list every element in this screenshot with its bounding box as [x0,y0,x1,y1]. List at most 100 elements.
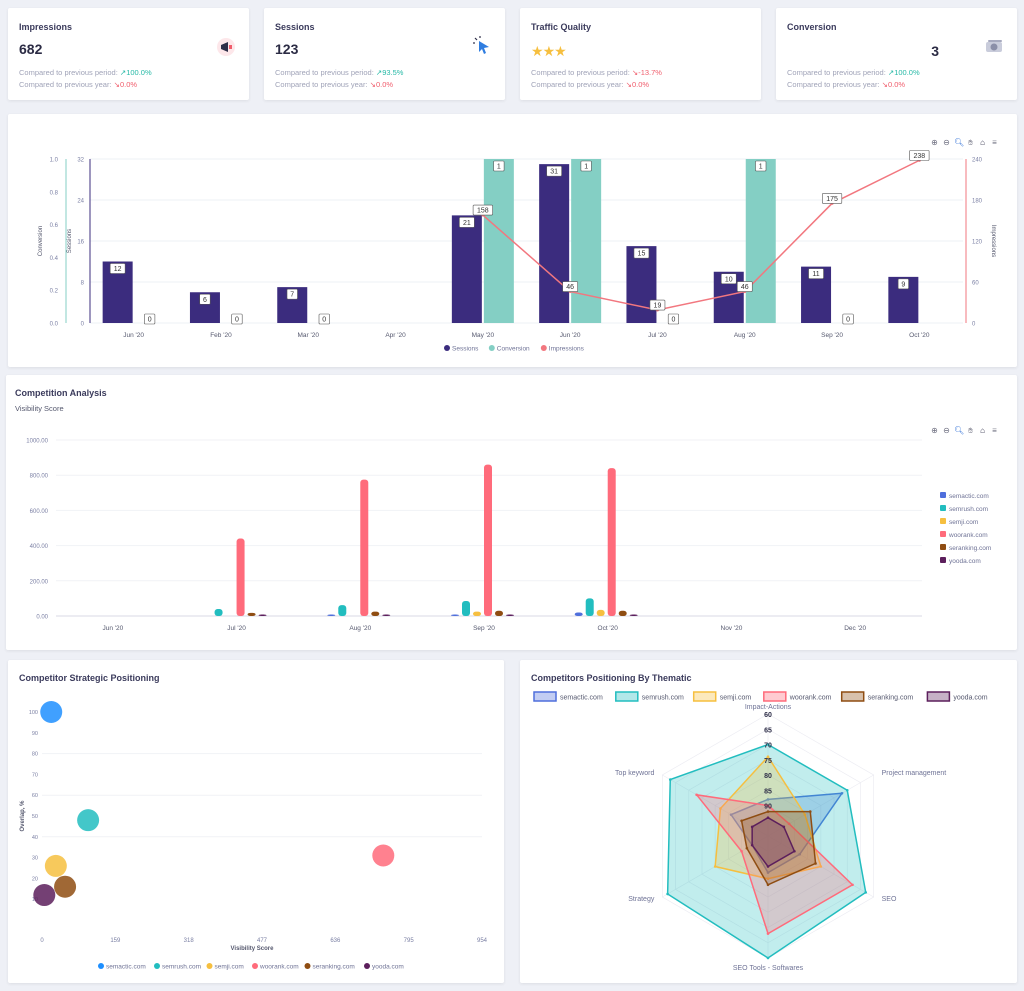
visibility-bar [360,479,369,616]
x-tick-label: 795 [404,938,415,944]
data-label: 0 [318,313,330,325]
kpi-prev-year: Compared to previous year: ↘0.0% [531,80,650,89]
sessions-tick-label: 16 [77,240,84,246]
data-label-box [842,313,854,325]
y-tick-label: 20 [32,876,38,882]
data-label: 0 [842,313,854,325]
visibility-bar [247,612,256,616]
radar-tick-label: 65 [764,727,772,734]
kpi-prev-period: Compared to previous period: ↗100.0% [19,68,152,77]
legend-marker [940,492,946,498]
radar-axis-label: Impact-Actions [745,704,792,711]
radar-point [782,825,786,829]
chart-legend: semactic.com semrush.com semji.com woorank.… [98,963,404,971]
zoom-in-icon[interactable]: ⊕ [931,138,938,147]
x-tick-label: Oct '20 [909,332,930,339]
competitor-bubble [33,884,56,907]
zoom-in-icon[interactable]: ⊕ [931,426,938,435]
kpi-value: 3 [931,43,939,59]
data-label-box [472,204,493,216]
home-icon[interactable]: ⌂ [980,426,985,435]
y-tick-label: 70 [32,772,38,778]
x-tick-label: Aug '20 [349,625,371,632]
radar-point [803,813,807,816]
legend-label: semactic.com [106,964,146,971]
conversion-axis-label: Conversion [38,226,44,256]
conversion-tick-label: 0.4 [50,256,59,262]
data-label: 0 [144,313,156,325]
radar-point [840,792,844,795]
impressions-axis-label: Impressions [990,225,996,257]
competition-bar-chart: 0.00 200.00 400.00 600.00 800.00 1000.00 Jun '… [26,439,991,633]
visibility-bar [495,610,503,616]
legend-label: semrush.com [642,695,684,702]
radar-point [819,865,823,868]
radar-tick-label: 75 [764,758,772,765]
y-tick-label: 400.00 [30,544,49,550]
data-label-box [546,165,562,177]
kpi-prev-period: Compared to previous period: ↗100.0% [787,68,920,77]
data-label: 0 [667,313,680,325]
zoom-out-icon[interactable]: ⊖ [943,138,950,147]
zoom-out-icon[interactable]: ⊖ [943,426,950,435]
data-label: 6 [199,293,211,305]
pan-hand-icon[interactable]: ✋︎ [968,138,973,147]
legend-label: semji.com [215,964,244,971]
y-tick-label: 90 [32,731,38,737]
search-zoom-icon[interactable]: 🔍︎ [954,138,965,147]
legend-marker [840,691,865,702]
legend-label: yooda.com [953,695,987,702]
x-axis-label: Visibility Score [231,946,275,952]
radar-point [766,871,770,874]
radar-point [808,810,812,813]
kpi-card-sessions: Sessions 123 Compared to previous period… [264,8,505,100]
menu-icon[interactable]: ≡ [992,426,997,435]
radar-point [766,804,770,807]
pan-hand-icon[interactable]: ✋︎ [968,426,973,435]
legend-marker [540,345,547,351]
section-title: Competitors Positioning By Thematic [531,673,692,683]
conversion-tick-label: 1.0 [50,158,59,164]
radar-point [766,743,770,746]
search-zoom-icon[interactable]: 🔍︎ [954,426,965,435]
legend-marker [206,963,213,969]
x-tick-label: Jun '20 [560,332,581,339]
data-label-box [821,193,843,204]
data-label: 158 [472,204,493,216]
conversion-bar [571,159,602,323]
legend-label: yooda.com [372,964,404,971]
kpi-prev-period: Compared to previous period: ↘-13.7% [531,68,662,77]
radar-point [766,810,770,813]
legend-marker [488,345,495,351]
visibility-bar [607,468,616,616]
radar-point [666,892,669,896]
menu-icon[interactable]: ≡ [992,138,997,147]
data-label: 15 [633,247,650,259]
kpi-prev-year: Compared to previous year: ↘0.0% [787,80,906,89]
strategic-bubble-chart: 1020304050607080901000159318477636795954… [20,701,488,971]
radar-point [787,822,791,826]
sessions-tick-label: 8 [81,281,85,287]
legend-marker [940,557,946,563]
data-label: 11 [808,268,824,279]
legend-marker [763,691,787,702]
radar-point [766,883,770,887]
strategic-positioning-card: Competitor Strategic Positioning 1020304… [8,660,504,983]
traffic-combo-chart: 0.00.20.40.60.81.0Conversion08162432Sess… [38,150,996,353]
impressions-tick-label: 240 [972,158,983,164]
data-label-box [580,160,592,172]
impressions-tick-label: 60 [972,281,979,287]
y-tick-label: 200.00 [30,579,49,585]
legend-label: semji.com [720,695,752,702]
kpi-card-conversion: Conversion 3 Compared to previous period… [776,8,1017,100]
y-tick-label: 0.00 [36,615,48,621]
data-label: 12 [109,263,126,274]
home-icon[interactable]: ⌂ [980,138,985,147]
impressions-tick-label: 120 [972,240,983,246]
visibility-bar [506,614,514,616]
kpi-prev-period: Compared to previous period: ↗93.5% [275,68,404,77]
data-label-text: 0 [148,317,152,324]
radar-point [740,849,743,853]
star-rating: ★★★ [531,43,567,60]
competitor-bubble [54,875,77,898]
